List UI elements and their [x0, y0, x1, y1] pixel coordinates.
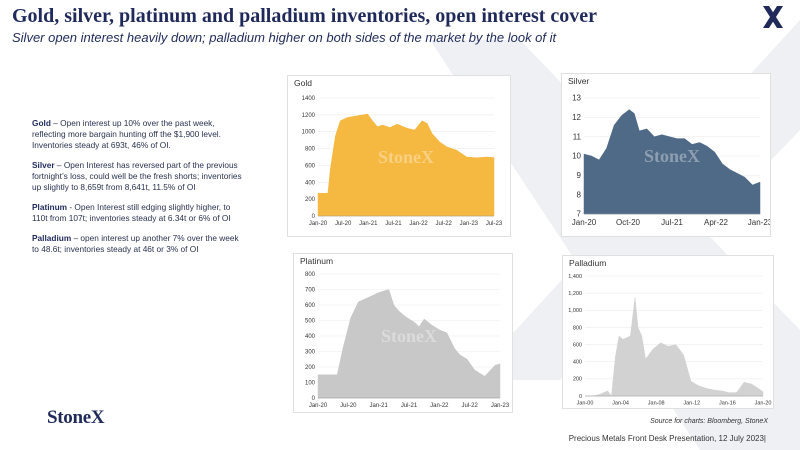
- page-subtitle: Silver open interest heavily down; palla…: [12, 30, 557, 45]
- silver-chart: Silver 7 8 9 10 11 12 13 StoneX Jan-20 Oct-20 Jul-…: [561, 73, 773, 237]
- commentary-text: – Open Interest has reversed part of the…: [32, 160, 242, 192]
- series-area: [585, 297, 764, 397]
- x-tick-label: Jan-21: [369, 403, 388, 409]
- commentary-silver: Silver – Open Interest has reversed part…: [32, 160, 247, 193]
- palladium-chart: Palladium 0 200 400 600 800 1,000 1,200 1,400 St…: [562, 255, 774, 409]
- x-tick-label: Jan-22: [430, 403, 449, 409]
- stonex-logo: StoneX: [47, 407, 105, 428]
- x-tick-label: Jan-08: [648, 401, 665, 407]
- gold-chart-svg: 0 200 400 600 800 1000 1200 1400 StoneX Jan-20 Jul…: [302, 96, 503, 227]
- commentary-metal-label: Platinum: [32, 202, 68, 212]
- commentary-text: – open interest up another 7% over the w…: [32, 233, 239, 254]
- x-tick-label: Jan-23: [491, 403, 510, 409]
- y-tick-label: 800: [573, 325, 582, 331]
- y-tick-label: 200: [305, 365, 316, 371]
- chart-title: Silver: [568, 76, 590, 86]
- y-tick-label: 0: [312, 214, 316, 220]
- y-tick-label: 700: [305, 288, 316, 294]
- x-tick-label: Jan-00: [577, 401, 594, 407]
- y-tick-label: 800: [305, 272, 316, 278]
- stonex-watermark: StoneX: [644, 146, 700, 166]
- x-tick-label: Jul-21: [401, 403, 418, 409]
- stonex-watermark: StoneX: [646, 326, 702, 346]
- x-tick-label: Jan-23: [460, 221, 479, 227]
- platinum-chart: Platinum 0 100 200 300 400 500 600 700 800 StoneX…: [293, 253, 513, 413]
- y-tick-label: 600: [573, 342, 582, 348]
- x-tick-label: Jan-16: [719, 401, 736, 407]
- commentary-palladium: Palladium – open interest up another 7% …: [32, 233, 247, 255]
- y-tick-label: 1,400: [568, 274, 582, 280]
- x-tick-label: Jul-20: [335, 221, 352, 227]
- x-tick-label: Jan-12: [683, 401, 700, 407]
- commentary-text: – Open interest up 10% over the past wee…: [32, 118, 221, 150]
- x-tick-label: Oct-20: [616, 218, 641, 227]
- y-tick-label: 300: [305, 350, 316, 356]
- y-tick-label: 100: [305, 381, 316, 387]
- x-tick-label: Jan-21: [359, 221, 378, 227]
- y-tick-label: 7: [577, 210, 582, 219]
- x-tick-label: Jul-22: [461, 403, 478, 409]
- x-tick-label: Jul-20: [340, 403, 357, 409]
- y-tick-label: 1000: [302, 130, 316, 136]
- y-tick-label: 1200: [302, 113, 316, 119]
- series-area: [583, 109, 761, 215]
- y-tick-label: 400: [305, 334, 316, 340]
- y-tick-label: 200: [573, 377, 582, 383]
- x-tick-label: Jan-20: [309, 221, 328, 227]
- y-tick-label: 500: [305, 319, 316, 325]
- chart-title: Platinum: [300, 256, 334, 266]
- y-tick-label: 600: [305, 163, 316, 169]
- y-tick-label: 400: [573, 360, 582, 366]
- y-tick-label: 1400: [302, 96, 316, 102]
- commentary-metal-label: Silver: [32, 160, 55, 170]
- y-tick-label: 200: [305, 197, 316, 203]
- x-tick-label: Jul-22: [436, 221, 453, 227]
- x-tick-label: Jul-21: [385, 221, 402, 227]
- y-tick-label: 9: [577, 171, 582, 180]
- y-tick-label: 1,000: [568, 308, 582, 314]
- y-tick-label: 0: [312, 396, 316, 402]
- x-tick-label: Apr-22: [704, 218, 729, 227]
- x-tick-label: Jan-20: [309, 403, 328, 409]
- x-tick-label: Jan-23: [748, 218, 770, 227]
- silver-chart-svg: 7 8 9 10 11 12 13 StoneX Jan-20 Oct-20 Jul-21 Apr-2…: [572, 94, 773, 227]
- series-area: [317, 113, 495, 217]
- series-area: [317, 289, 501, 399]
- page-title: Gold, silver, platinum and palladium inv…: [12, 5, 598, 27]
- commentary-gold: Gold – Open interest up 10% over the pas…: [32, 118, 247, 151]
- y-tick-label: 0: [579, 394, 582, 400]
- x-tick-label: Jan-04: [612, 401, 629, 407]
- commentary-text: - Open Interest still edging slightly hi…: [32, 202, 231, 223]
- x-tick-label: Jan-22: [409, 221, 428, 227]
- y-tick-label: 12: [572, 113, 581, 122]
- gold-chart: Gold 0 200 400 600 800 1000 1200 1400 StoneX Jan-…: [287, 75, 511, 237]
- commentary-list: Gold – Open interest up 10% over the pas…: [32, 118, 247, 264]
- source-note: Source for charts: Bloomberg, StoneX: [650, 418, 768, 425]
- commentary-platinum: Platinum - Open Interest still edging sl…: [32, 202, 247, 224]
- y-tick-label: 600: [305, 303, 316, 309]
- platinum-chart-svg: 0 100 200 300 400 500 600 700 800 StoneX Jan-20 Jul…: [305, 272, 510, 409]
- y-tick-label: 8: [577, 190, 582, 199]
- x-tick-label: Jan-20: [755, 401, 772, 407]
- y-tick-label: 400: [305, 180, 316, 186]
- palladium-chart-svg: 0 200 400 600 800 1,000 1,200 1,400 StoneX Jan-00…: [568, 274, 772, 407]
- stonex-watermark: StoneX: [381, 326, 437, 346]
- commentary-metal-label: Palladium: [32, 233, 72, 243]
- y-tick-label: 10: [572, 152, 581, 161]
- chart-title: Gold: [294, 78, 312, 88]
- commentary-metal-label: Gold: [32, 118, 51, 128]
- y-tick-label: 13: [572, 94, 581, 103]
- chart-title: Palladium: [569, 258, 607, 268]
- x-tick-label: Jul-21: [661, 218, 683, 227]
- x-tick-label: Jul-23: [486, 221, 503, 227]
- stonex-x-logo-icon: [763, 6, 783, 28]
- y-tick-label: 1,200: [568, 291, 582, 297]
- stonex-watermark: StoneX: [378, 147, 434, 167]
- footer-text: Precious Metals Front Desk Presentation,…: [568, 434, 766, 443]
- y-tick-label: 800: [305, 147, 316, 153]
- x-tick-label: Jan-20: [572, 218, 597, 227]
- y-tick-label: 11: [573, 132, 582, 141]
